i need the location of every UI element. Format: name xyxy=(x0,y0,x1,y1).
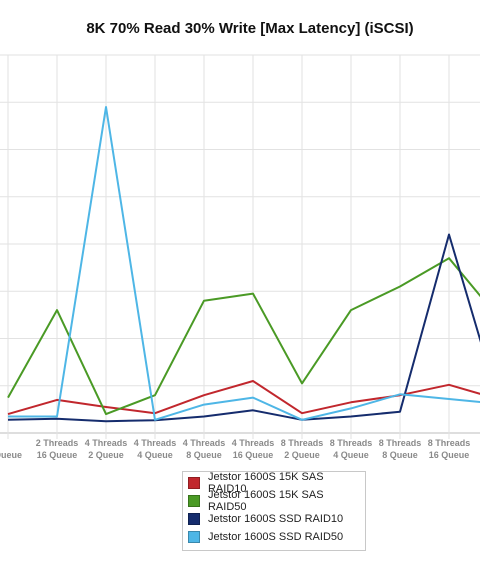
legend-swatch xyxy=(188,477,200,489)
x-tick-label: 4 Threads xyxy=(85,438,128,448)
legend-label: Jetstor 1600S SSD RAID10 xyxy=(208,513,344,525)
grid-lines xyxy=(0,54,480,439)
legend-swatch xyxy=(188,495,200,507)
legend-item: Jetstor 1600S SSD RAID10 xyxy=(183,510,365,528)
legend-swatch xyxy=(188,531,200,543)
legend-item: Jetstor 1600S 15K SAS RAID50 xyxy=(183,489,365,513)
x-tick-label: 16 Queue xyxy=(429,450,470,460)
legend-label: Jetstor 1600S 15K SAS RAID10 xyxy=(207,471,324,495)
legend-swatch xyxy=(188,513,200,525)
x-tick-labels: Queue 2 Threads 16 Queue 4 Threads 2 Queue 4 … xyxy=(0,438,471,460)
x-tick-label: 2 Queue xyxy=(284,450,320,460)
legend: Jetstor 1600S 15K SAS RAID10 Jetstor 1600… xyxy=(182,471,366,551)
x-tick-label: 16 Queue xyxy=(37,450,78,460)
legend-item: Jetstor 1600S 15K SAS RAID10 xyxy=(183,471,365,495)
x-tick-label: 2 Threads xyxy=(36,438,79,448)
legend-label: Jetstor 1600S 15K SAS RAID50 xyxy=(207,489,324,513)
x-tick-label: 4 Queue xyxy=(137,450,173,460)
x-tick-label: 2 Queue xyxy=(88,450,124,460)
x-tick-label: 8 Queue xyxy=(186,450,222,460)
legend-item: Jetstor 1600S SSD RAID50 xyxy=(183,528,365,546)
x-tick-label: Queue xyxy=(0,450,22,460)
x-tick-label: 16 Queue xyxy=(233,450,274,460)
x-tick-label: 4 Threads xyxy=(134,438,177,448)
x-tick-label: 4 Threads xyxy=(183,438,226,448)
series-line-2 xyxy=(7,233,480,423)
x-tick-label: 8 Threads xyxy=(379,438,422,448)
series-lines xyxy=(7,106,480,423)
legend-label: Jetstor 1600S SSD RAID50 xyxy=(208,531,344,543)
series-line-0 xyxy=(7,380,480,416)
series-line-3 xyxy=(8,106,480,421)
x-tick-label: 8 Threads xyxy=(428,438,471,448)
chart-title: 8K 70% Read 30% Write [Max Latency] (iSC… xyxy=(86,20,414,37)
x-tick-label: 8 Threads xyxy=(330,438,373,448)
x-tick-label: 4 Queue xyxy=(333,450,369,460)
series-line-1 xyxy=(7,257,480,416)
x-tick-label: 4 Threads xyxy=(232,438,275,448)
x-tick-label: 8 Threads xyxy=(281,438,324,448)
x-tick-label: 8 Queue xyxy=(382,450,418,460)
